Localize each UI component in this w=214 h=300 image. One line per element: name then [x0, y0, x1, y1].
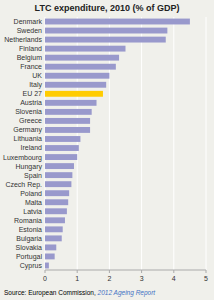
category-label: Italy: [29, 81, 42, 89]
bar: [45, 172, 72, 178]
bar: [45, 37, 166, 43]
x-tick: [45, 270, 46, 273]
bar: [45, 19, 190, 25]
bar: [45, 55, 119, 61]
category-label: Luxembourg: [3, 154, 42, 162]
bar: [45, 64, 116, 70]
x-tick-label: 1: [75, 275, 79, 282]
bar: [45, 190, 69, 196]
title: LTC expenditure, 2010 (% of GDP): [35, 3, 180, 13]
annotation: Source: European Commission,: [4, 289, 98, 297]
category-label: Belgium: [17, 54, 42, 62]
bar: [45, 28, 167, 34]
x-axis-line: [45, 270, 206, 271]
category-label: Hungary: [16, 163, 43, 171]
category-label: EU 27: [23, 90, 43, 97]
category-label: France: [20, 63, 42, 70]
category-label: Slovakia: [16, 244, 43, 251]
category-label: Sweden: [17, 27, 42, 34]
category-label: Malta: [25, 199, 42, 206]
category-label: Austria: [20, 99, 42, 106]
x-tick: [206, 270, 207, 273]
chart: LTC expenditure, 2010 (% of GDP) Denmark S…: [0, 0, 214, 300]
category-label: Netherlands: [4, 36, 42, 43]
bars: [45, 19, 190, 269]
category-label: Portugal: [16, 253, 43, 261]
category-label: Lithuania: [14, 135, 43, 142]
bar: [45, 235, 62, 241]
x-tick-label: 5: [204, 275, 208, 282]
bar: [45, 109, 92, 115]
bar: [45, 73, 109, 79]
x-tick: [173, 270, 174, 273]
grid-line: [173, 17, 174, 270]
category-label: Estonia: [19, 226, 42, 233]
category-label: Germany: [13, 126, 42, 134]
category-label: Latvia: [23, 208, 42, 215]
grid-line: [206, 17, 207, 270]
bar: [45, 181, 71, 187]
bar: [45, 82, 106, 88]
background: [0, 0, 214, 300]
x-tick-label: 3: [140, 275, 144, 282]
bar: [45, 145, 79, 151]
bar: [45, 154, 77, 160]
category-label: Denmark: [14, 18, 43, 25]
x-tick-label: 4: [172, 275, 176, 282]
x-tick-label: 0: [43, 275, 47, 282]
x-tick: [141, 270, 142, 273]
category-label: Finland: [19, 45, 42, 52]
grid-line: [141, 17, 142, 270]
bar: [45, 136, 80, 142]
bar: [45, 46, 126, 52]
category-label: Poland: [20, 190, 42, 197]
x-tick: [77, 270, 78, 273]
category-label: UK: [32, 72, 42, 79]
category-label: Cyprus: [20, 262, 43, 270]
bar: [45, 118, 90, 124]
bar: [45, 244, 56, 250]
category-label: Ireland: [21, 144, 43, 151]
bar: [45, 226, 63, 232]
bar: [45, 208, 67, 214]
grid: [45, 17, 206, 270]
bar: [45, 254, 55, 260]
bar: [45, 199, 68, 205]
x-tick-label: 2: [107, 275, 111, 282]
bar: [45, 91, 103, 97]
x-tick: [109, 270, 110, 273]
bar: [45, 100, 97, 106]
category-label: Czech Rep.: [5, 181, 42, 189]
bar: [45, 127, 90, 133]
category-label: Romania: [14, 217, 42, 224]
bar: [45, 217, 65, 223]
category-label: Bulgaria: [16, 235, 42, 243]
bar: [45, 263, 49, 269]
category-label: Greece: [19, 117, 42, 124]
annotation: 2012 Ageing Report: [97, 289, 157, 297]
category-label: Spain: [24, 172, 42, 180]
bar: [45, 163, 74, 169]
category-label: Slovenia: [15, 108, 42, 115]
